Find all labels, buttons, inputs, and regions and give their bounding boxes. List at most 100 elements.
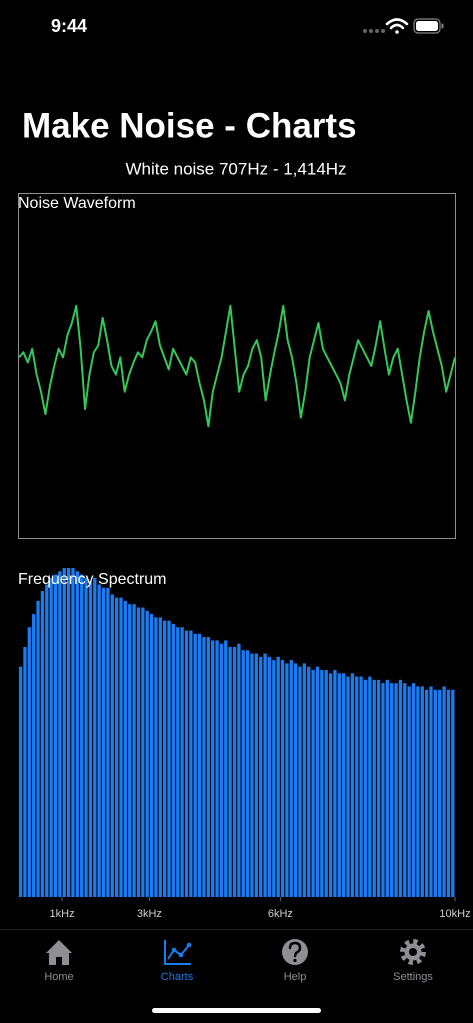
tab-label: Home — [44, 971, 73, 983]
spectrum-bar — [442, 686, 446, 897]
spectrum-bar — [433, 689, 438, 897]
spectrum-bar — [416, 686, 420, 897]
spectrum-bar — [132, 604, 136, 897]
spectrum-bar — [245, 650, 250, 897]
spectrum-bar — [27, 627, 31, 897]
spectrum-bar — [298, 666, 302, 897]
status-time: 9:44 — [51, 16, 87, 36]
spectrum-bar — [333, 669, 337, 897]
wifi-icon — [385, 18, 409, 34]
spectrum-bar — [110, 594, 114, 897]
spectrum-bar — [254, 653, 259, 897]
spectrum-bar — [106, 587, 110, 897]
spectrum-bar — [394, 683, 398, 897]
spectrum-bar — [128, 604, 132, 897]
spectrum-bar — [40, 591, 45, 897]
spectrum-bar — [75, 571, 80, 897]
spectrum-bar — [66, 568, 71, 897]
tab-settings[interactable]: Settings — [393, 939, 433, 983]
spectrum-bar — [420, 686, 424, 897]
spectrum-bar — [36, 600, 40, 897]
spectrum-bar — [280, 660, 285, 897]
spectrum-bar — [359, 676, 363, 897]
spectrum-bar — [320, 669, 324, 897]
spectrum-bar — [241, 650, 245, 897]
spectrum-bar — [32, 614, 36, 897]
spectrum-bar — [114, 597, 119, 897]
spectrum-bar — [355, 676, 359, 897]
spectrum-bar — [398, 679, 403, 897]
spectrum-bar — [141, 607, 145, 897]
spectrum-bar — [119, 597, 123, 897]
spectrum-bar — [154, 617, 158, 897]
x-tick-label: 6kHz — [268, 908, 293, 920]
spectrum-bar — [259, 656, 263, 897]
spectrum-bar — [62, 568, 66, 897]
chart-title: Noise Waveform — [18, 195, 136, 212]
spectrum-bar — [272, 660, 276, 897]
spectrum-bar — [346, 676, 350, 897]
spectrum-bar — [18, 666, 23, 897]
spectrum-bar — [180, 627, 184, 897]
spectrum-bar — [424, 689, 429, 897]
spectrum-bar — [315, 666, 320, 897]
spectrum-bar — [267, 656, 272, 897]
spectrum-bar — [438, 689, 442, 897]
spectrum-chart: 1kHz 3kHz 6kHz 10kHz — [18, 568, 471, 920]
spectrum-bar — [45, 584, 49, 897]
spectrum-bar — [171, 623, 176, 897]
x-tick-label: 1kHz — [50, 908, 75, 920]
spectrum-bar — [123, 600, 128, 897]
spectrum-bar — [193, 633, 197, 897]
spectrum-bar — [237, 643, 241, 897]
spectrum-bar — [403, 683, 407, 897]
spectrum-bar — [224, 640, 228, 897]
spectrum-bar — [289, 660, 293, 897]
spectrum-bar — [167, 620, 171, 897]
spectrum-bar — [350, 673, 355, 897]
signal-dots — [363, 29, 385, 33]
waveform-frame — [18, 193, 456, 539]
tab-label: Charts — [161, 971, 194, 983]
spectrum-bar — [328, 673, 333, 897]
spectrum-bar — [429, 686, 433, 897]
spectrum-bar — [363, 679, 368, 897]
spectrum-bar — [84, 577, 88, 897]
tab-help[interactable]: Help — [282, 939, 308, 983]
spectrum-bar — [307, 666, 311, 897]
tab-home[interactable]: Home — [44, 940, 74, 983]
page-title: Make Noise - Charts — [22, 106, 357, 145]
spectrum-bar — [263, 653, 267, 897]
spectrum-bar — [189, 630, 193, 897]
spectrum-bar — [101, 587, 106, 897]
spectrum-bar — [372, 679, 376, 897]
spectrum-bar — [176, 627, 180, 897]
spectrum-bar — [149, 614, 154, 897]
waveform-line — [18, 304, 456, 428]
spectrum-bar — [219, 643, 224, 897]
spectrum-bar — [23, 646, 27, 897]
spectrum-bar — [324, 669, 328, 897]
spectrum-bar — [293, 663, 298, 897]
spectrum-bar — [163, 620, 167, 897]
spectrum-bar — [228, 646, 232, 897]
spectrum-bar — [206, 637, 210, 897]
spectrum-bar — [385, 679, 389, 897]
spectrum-bar — [202, 637, 206, 897]
chart-title: Frequency Spectrum — [18, 571, 167, 588]
x-tick-label: 3kHz — [137, 908, 162, 920]
spectrum-bar — [58, 571, 62, 897]
spectrum-bar — [184, 630, 189, 897]
tab-charts[interactable]: Charts — [161, 940, 194, 983]
spectrum-bar — [88, 581, 93, 897]
spectrum-bar — [80, 574, 84, 897]
spectrum-bar — [446, 689, 451, 897]
spectrum-bar — [390, 683, 394, 897]
spectrum-bar — [311, 669, 315, 897]
spectrum-bar — [337, 673, 341, 897]
spectrum-bar — [53, 574, 58, 897]
subtitle: White noise 707Hz - 1,414Hz — [125, 159, 346, 178]
spectrum-bar — [411, 683, 416, 897]
spectrum-bar — [136, 607, 141, 897]
